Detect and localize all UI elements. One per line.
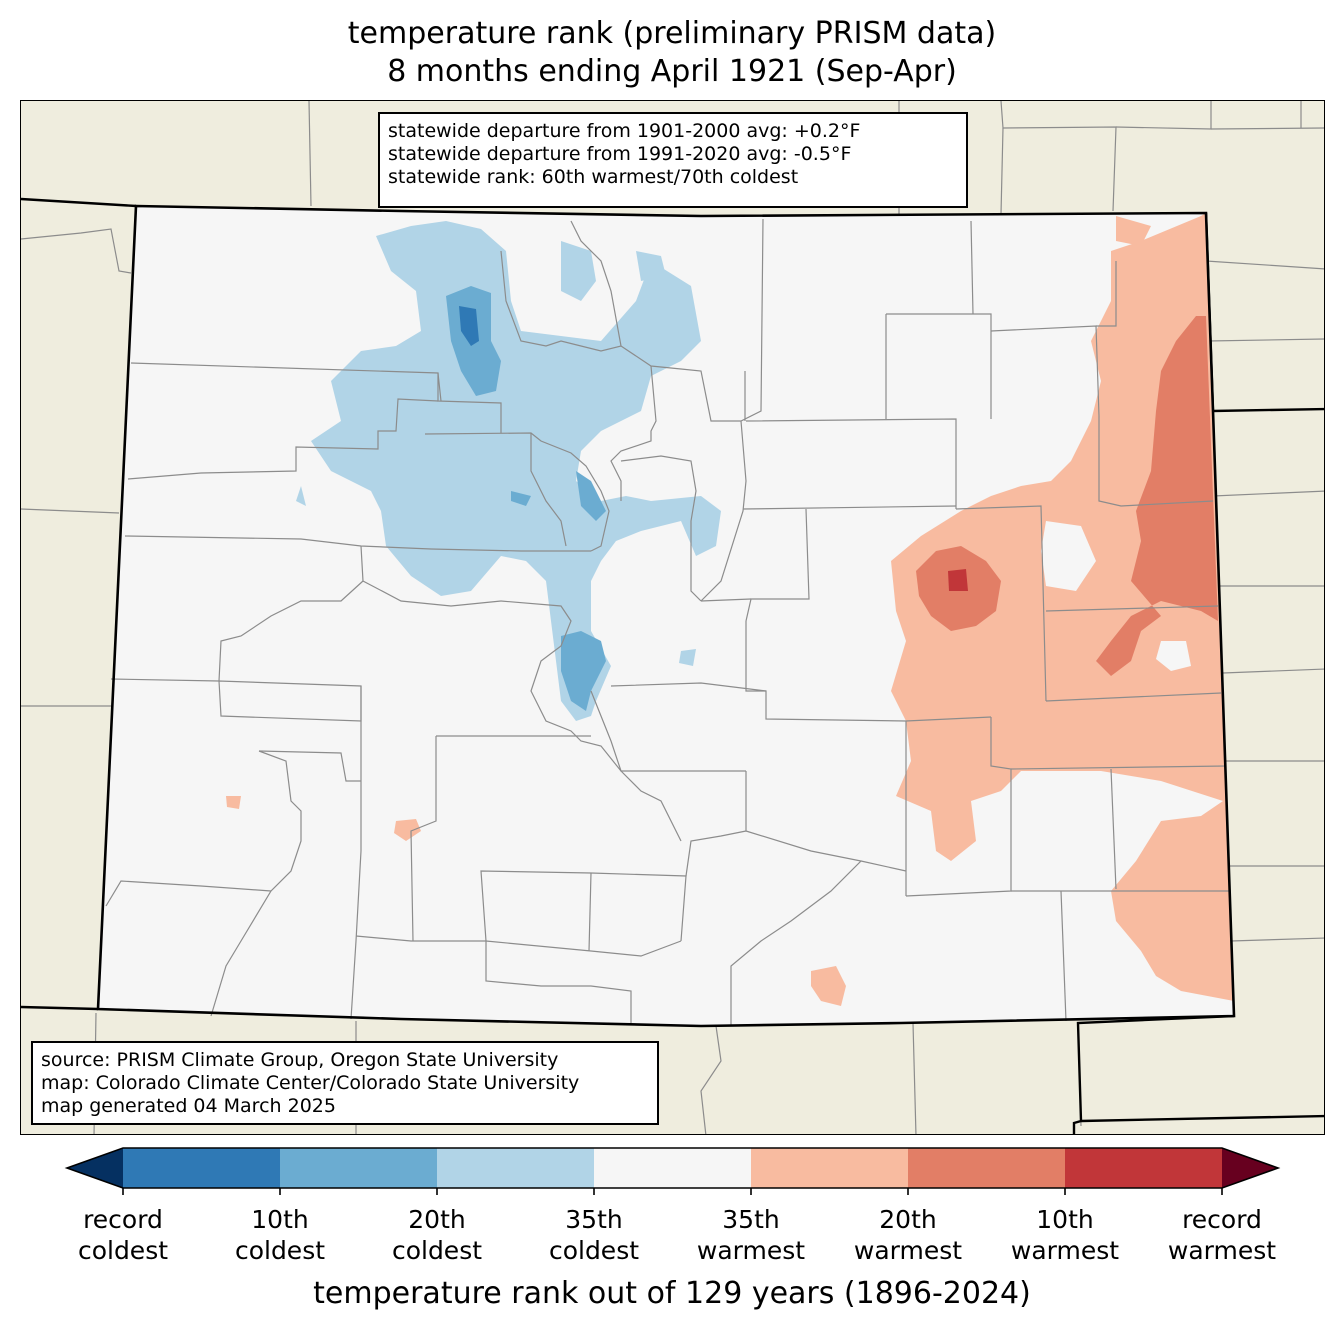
- source-line-prism: source: PRISM Climate Group, Oregon Stat…: [41, 1049, 559, 1071]
- colorbar-extend-high: [1222, 1148, 1278, 1188]
- colorbar-segment-7: [1065, 1148, 1222, 1188]
- colorbar-tick-label: 10th coldest: [234, 1205, 326, 1265]
- map-title-line2: 8 months ending April 1921 (Sep-Apr): [387, 54, 957, 89]
- source-box: source: PRISM Climate Group, Oregon Stat…: [31, 1041, 659, 1125]
- map-title-line1: temperature rank (preliminary PRISM data…: [347, 16, 997, 51]
- stats-line-1991-avg: statewide departure from 1991-2020 avg: …: [388, 143, 852, 165]
- colorbar: [64, 1147, 1281, 1195]
- source-line-map: map: Colorado Climate Center/Colorado St…: [41, 1072, 580, 1094]
- colorbar-extend-low: [67, 1148, 123, 1188]
- colorbar-segment-4: [594, 1148, 751, 1188]
- colorbar-segment-2: [280, 1148, 437, 1188]
- colorbar-segment-1: [123, 1148, 280, 1188]
- colorbar-tick-label: 10th warmest: [1010, 1205, 1120, 1265]
- colorbar-tick-label: 20th coldest: [391, 1205, 483, 1265]
- statewide-stats-box: statewide departure from 1901-2000 avg: …: [378, 112, 968, 208]
- colorado-border: [96, 204, 1236, 1028]
- map-canvas: [21, 101, 1324, 1134]
- colorbar-tick-label: record warmest: [1167, 1205, 1277, 1265]
- colorbar-tick-label: 35th warmest: [696, 1205, 806, 1265]
- colorbar-tick-label: 35th coldest: [548, 1205, 640, 1265]
- colorbar-segment-3: [437, 1148, 594, 1188]
- source-line-generated: map generated 04 March 2025: [41, 1095, 336, 1117]
- colorbar-ticks: [122, 1188, 1223, 1195]
- stats-line-1900-avg: statewide departure from 1901-2000 avg: …: [388, 120, 861, 142]
- county-lines: [105, 218, 1231, 1026]
- cold-anomaly-regions: [296, 221, 721, 721]
- colorbar-segment-5: [751, 1148, 908, 1188]
- colorbar-tick-label: record coldest: [77, 1205, 169, 1265]
- map-panel: [20, 100, 1325, 1135]
- colorbar-tick-label: 20th warmest: [853, 1205, 963, 1265]
- colorbar-segment-6: [908, 1148, 1065, 1188]
- stats-line-rank: statewide rank: 60th warmest/70th coldes…: [388, 166, 799, 188]
- colorbar-title: temperature rank out of 129 years (1896-…: [313, 1276, 1031, 1311]
- warm-anomaly-regions: [226, 213, 1234, 1006]
